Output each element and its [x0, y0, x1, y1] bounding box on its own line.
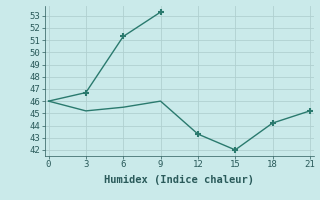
X-axis label: Humidex (Indice chaleur): Humidex (Indice chaleur) [104, 175, 254, 185]
